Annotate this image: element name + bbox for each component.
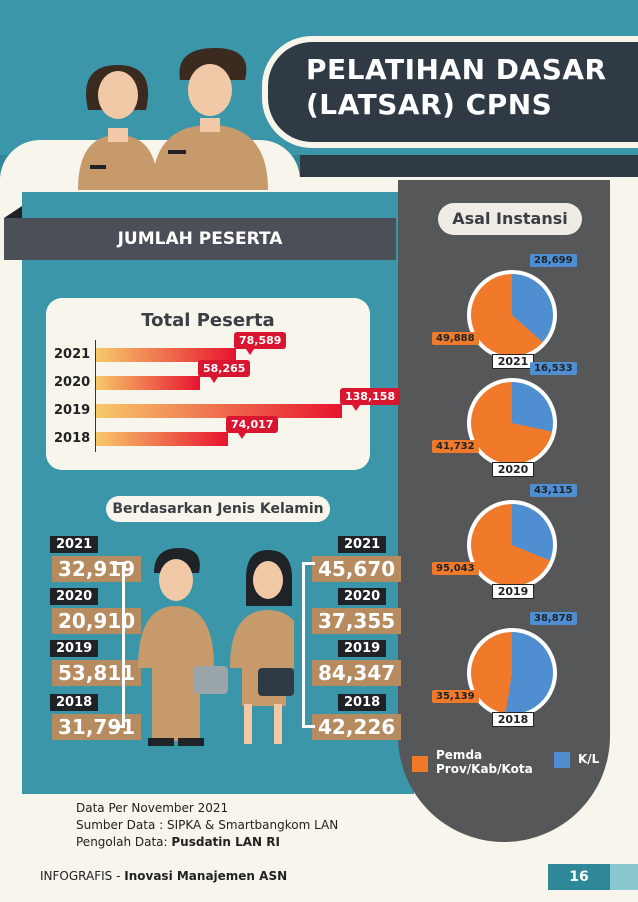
male-female-illustration	[138, 548, 294, 746]
male-year-2020: 2020	[50, 588, 99, 605]
bottom-caption-left: INFOGRAFIS -	[40, 869, 125, 883]
male-year-2018: 2018	[50, 694, 99, 711]
footer-date: Data Per November 2021	[76, 801, 229, 815]
bar-value-2019: 138,158	[340, 388, 401, 411]
jumlah-peserta-banner: JUMLAH PESERTA	[4, 218, 396, 260]
pie-year-2019: 2019	[492, 584, 534, 599]
bottom-caption-right: Inovasi Manajemen ASN	[124, 869, 288, 883]
bar-year-label: 2018	[54, 431, 91, 446]
female-count-2018: 42,226	[312, 714, 402, 740]
title-pill	[262, 36, 638, 148]
footer-processor: Pengolah Data: Pusdatin LAN RI	[76, 834, 338, 851]
bar-2018	[96, 432, 228, 446]
pie-kl-2021: 28,699	[530, 254, 577, 267]
legend-kl-swatch	[554, 752, 570, 768]
pie-kl-2019: 43,115	[530, 484, 577, 497]
legend-pemda-label: Pemda Prov/Kab/Kota	[436, 748, 533, 776]
bar-value-2021: 78,589	[234, 332, 287, 355]
civil-servants-illustration	[78, 48, 268, 190]
page-title: PELATIHAN DASAR (LATSAR) CPNS	[306, 53, 607, 121]
bar-axis	[95, 340, 96, 452]
female-year-2021: 2021	[338, 536, 387, 553]
male-year-2021: 2021	[50, 536, 99, 553]
pie-kl-2020: 16,533	[530, 362, 577, 375]
footer-source: Sumber Data : SIPKA & Smartbangkom LAN	[76, 818, 339, 832]
bar-2019	[96, 404, 342, 418]
bar-value-2018: 74,017	[226, 416, 279, 439]
pie-2018	[467, 628, 557, 718]
female-count-2021: 45,670	[312, 556, 402, 582]
female-count-2020: 37,355	[312, 608, 402, 634]
footer-processor-value: Pusdatin LAN RI	[171, 835, 280, 849]
pie-pemda-2018: 35,139	[432, 690, 479, 703]
legend-kl-label: K/L	[578, 752, 600, 766]
pie-year-2018: 2018	[492, 712, 534, 727]
male-year-2019: 2019	[50, 640, 99, 657]
pie-2020	[467, 378, 557, 468]
female-count-2019: 84,347	[312, 660, 402, 686]
pie-2019	[467, 500, 557, 590]
bar-year-label: 2019	[54, 403, 91, 418]
pie-pemda-2019: 95,043	[432, 562, 479, 575]
bar-year-label: 2020	[54, 375, 91, 390]
asal-instansi-title: Asal Instansi	[438, 203, 582, 235]
male-count-2018: 31,791	[52, 714, 142, 740]
bar-year-label: 2021	[54, 347, 91, 362]
bar-2021	[96, 348, 236, 362]
page-number: 16	[548, 864, 610, 890]
bottom-caption: INFOGRAFIS - Inovasi Manajemen ASN	[40, 869, 287, 883]
pie-year-2020: 2020	[492, 462, 534, 477]
page-number-accent	[610, 864, 638, 890]
pie-year-2021: 2021	[492, 354, 534, 369]
pie-2021	[467, 270, 557, 360]
female-year-2019: 2019	[338, 640, 387, 657]
legend-pemda-swatch	[412, 756, 428, 772]
male-bracket	[112, 562, 125, 728]
title-underbar	[300, 155, 638, 177]
banner-fold	[4, 206, 22, 218]
footer-processor-label: Pengolah Data:	[76, 835, 172, 849]
footer-notes: Data Per November 2021 Sumber Data : SIP…	[76, 800, 338, 851]
female-year-2018: 2018	[338, 694, 387, 711]
pie-pemda-2021: 49,888	[432, 332, 479, 345]
pie-pemda-2020: 41,732	[432, 440, 479, 453]
bar-value-2020: 58,265	[198, 360, 251, 383]
pie-kl-2018: 38,878	[530, 612, 577, 625]
gender-title: Berdasarkan Jenis Kelamin	[106, 496, 330, 522]
bar-2020	[96, 376, 200, 390]
total-peserta-title: Total Peserta	[141, 310, 275, 331]
female-year-2020: 2020	[338, 588, 387, 605]
female-bracket	[302, 562, 315, 728]
